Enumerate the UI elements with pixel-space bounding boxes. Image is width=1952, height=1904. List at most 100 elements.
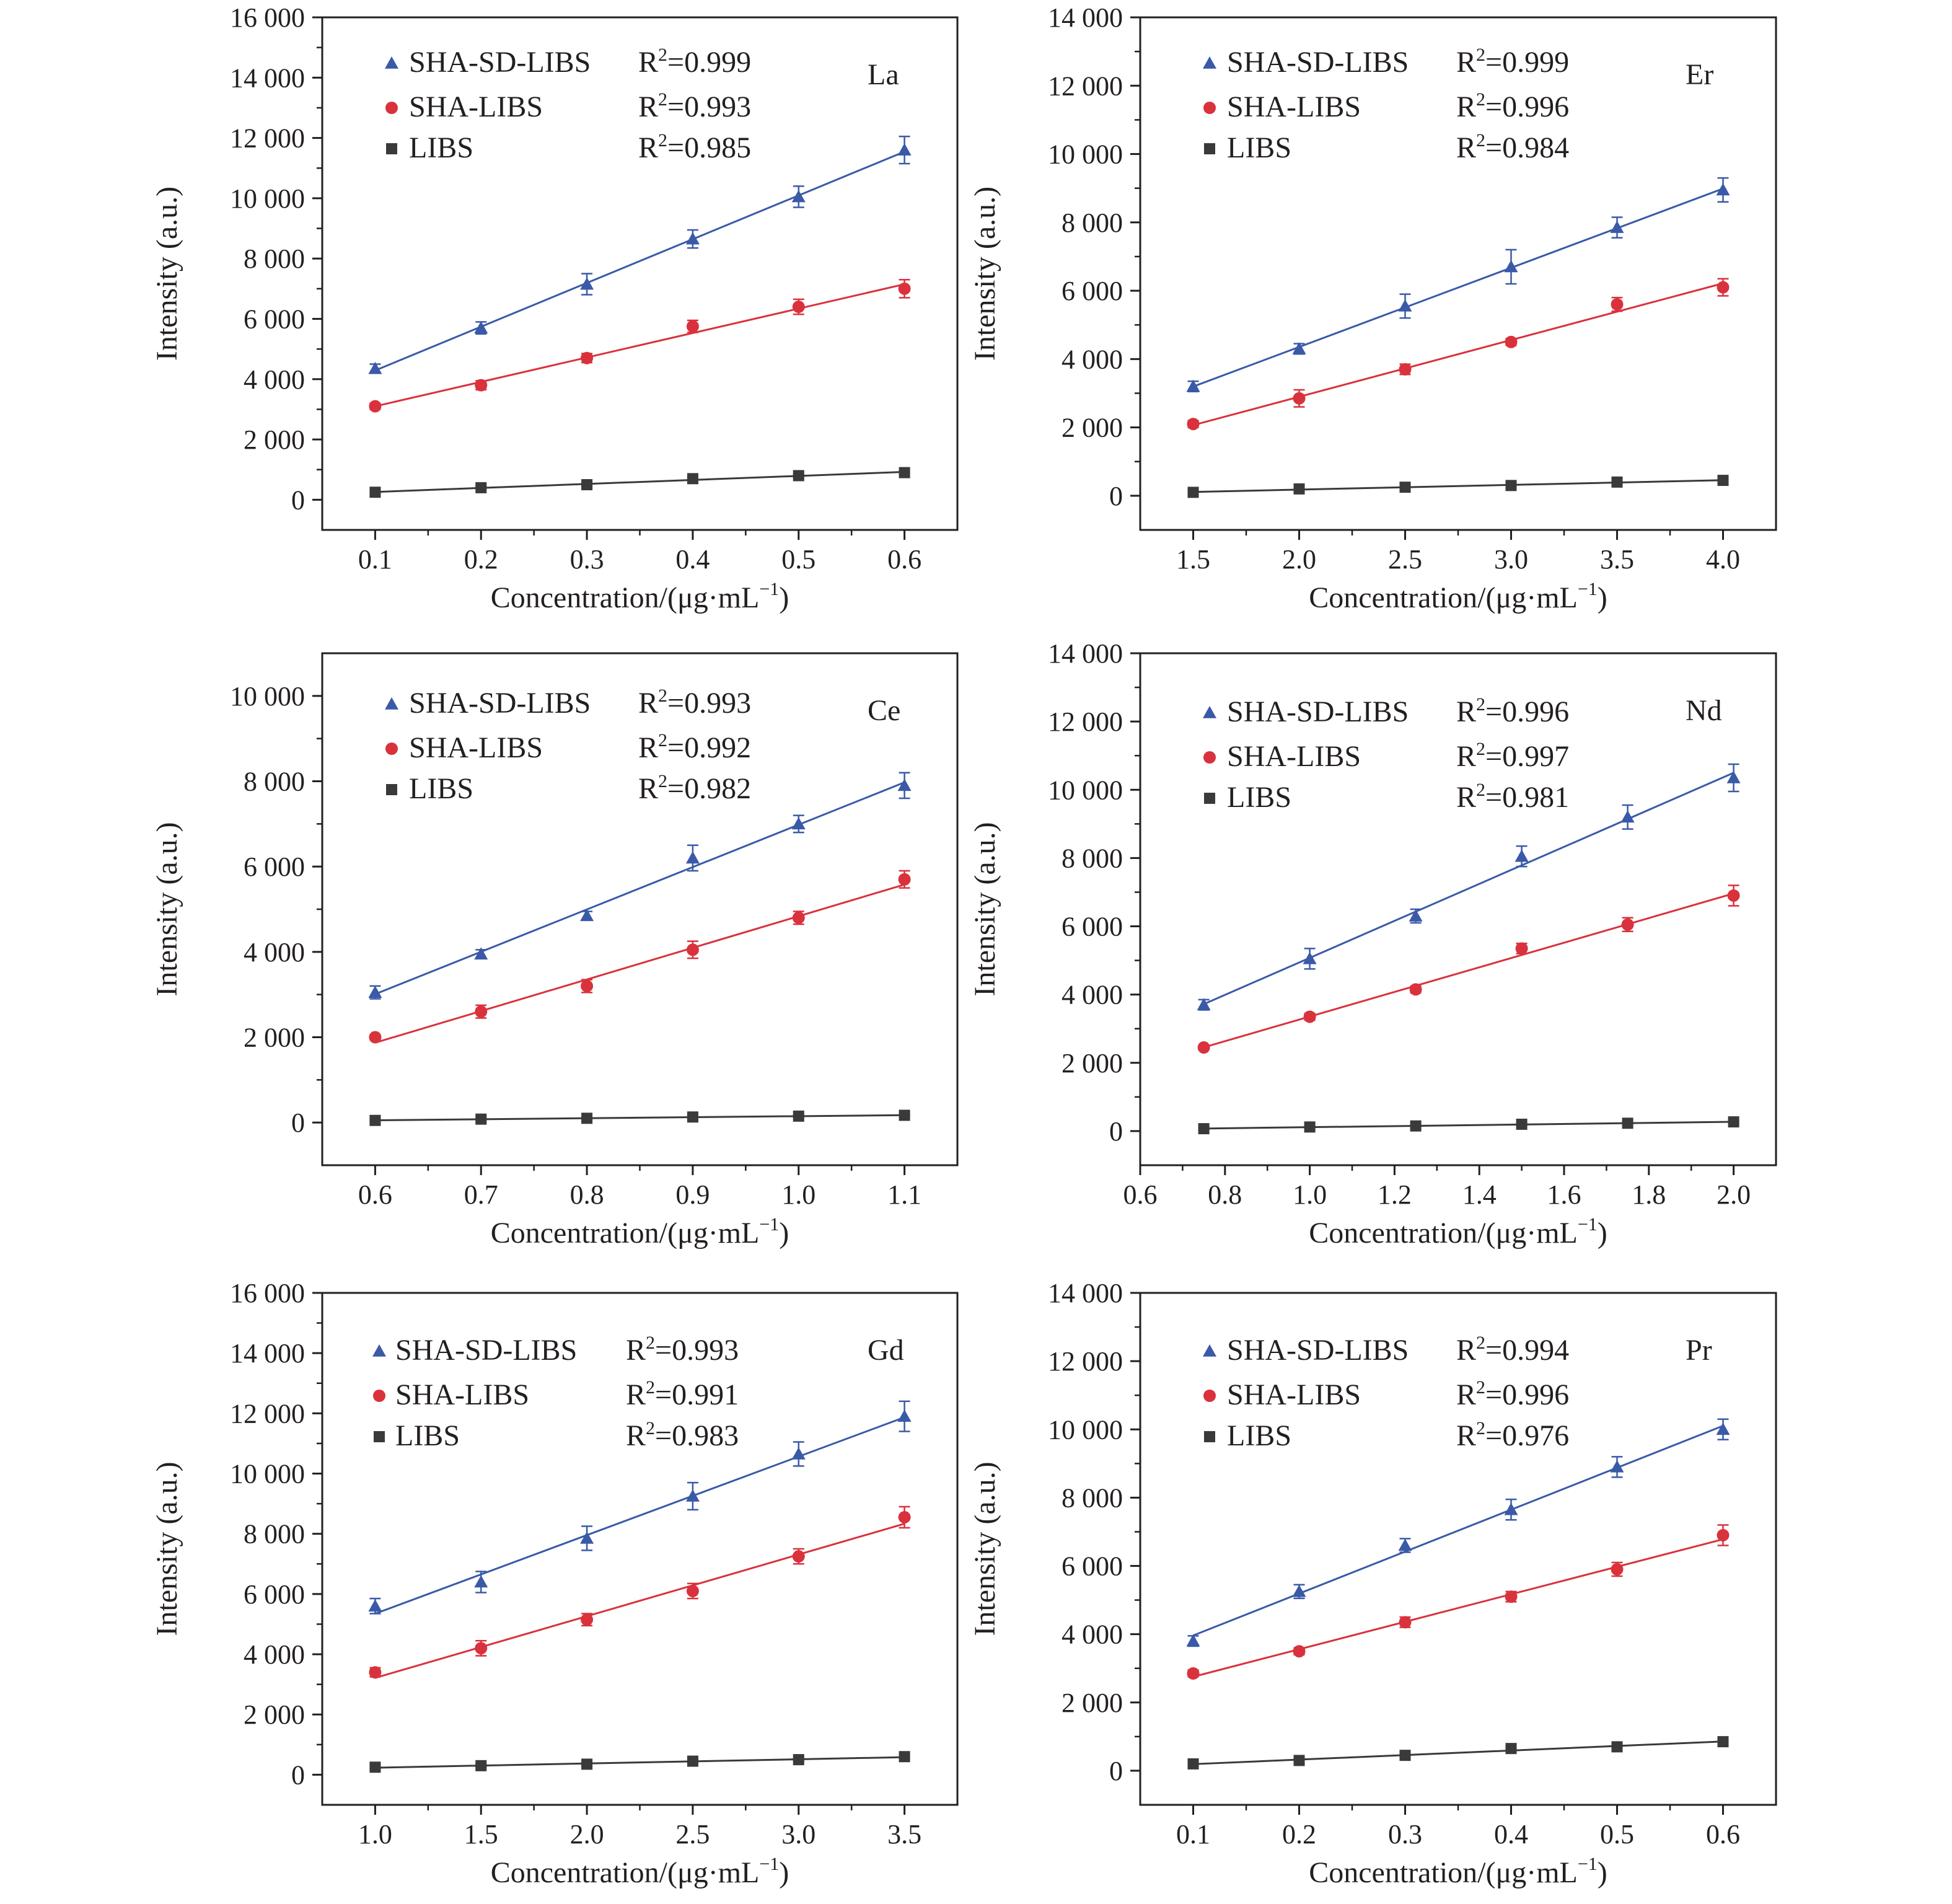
legend-entry: SHA-SD-LIBS (1227, 1334, 1409, 1367)
element-label: Er (1686, 58, 1713, 91)
x-tick-label: 2.0 (570, 1819, 604, 1849)
x-tick-label: 0.7 (464, 1179, 498, 1210)
circle-marker (792, 301, 805, 314)
y-tick-label: 12 000 (1048, 707, 1123, 737)
y-axis-title: Intensity (a.u.) (151, 822, 183, 996)
legend-entry: SHA-LIBS (409, 731, 543, 764)
square-marker (1505, 480, 1517, 491)
r-squared-label: R2=0.996 (1456, 89, 1569, 123)
r-squared-sup: 2 (658, 730, 667, 751)
r-squared-label: R2=0.981 (1456, 780, 1569, 814)
x-tick-label: 0.6 (1706, 1819, 1740, 1849)
x-tick-label: 0.5 (1600, 1819, 1634, 1849)
square-marker (581, 479, 593, 491)
y-tick-label: 6 000 (244, 1579, 305, 1610)
fit-line-2 (1193, 479, 1723, 493)
y-tick-label: 6 000 (244, 852, 305, 882)
triangle-marker (791, 817, 806, 830)
r-squared-r: R (638, 731, 658, 764)
y-tick-label: 10 000 (1048, 775, 1123, 805)
r-squared-label: R2=0.992 (638, 730, 751, 764)
r-squared-r: R (1456, 695, 1476, 728)
r-squared-sup: 2 (646, 1333, 655, 1353)
circle-marker (686, 1585, 699, 1598)
x-axis-title: Concentration/(μg·mL−1) (1309, 1214, 1607, 1250)
x-tick-label: 0.3 (570, 544, 604, 575)
circle-marker (898, 282, 911, 295)
r-squared-value: =0.976 (1485, 1419, 1569, 1452)
square-marker (386, 784, 397, 795)
square-marker (1611, 1741, 1623, 1753)
square-marker (899, 1109, 910, 1121)
r-squared-sup: 2 (1476, 780, 1485, 800)
x-axis-title-sup: −1 (759, 1214, 779, 1235)
circle-marker (1621, 918, 1634, 931)
legend-entry: LIBS (409, 131, 473, 164)
y-tick-label: 8 000 (244, 244, 305, 274)
circle-marker (475, 1642, 488, 1655)
r-squared-value: =0.984 (1485, 131, 1569, 164)
fit-line-0 (374, 1416, 905, 1615)
circle-marker (1505, 1590, 1518, 1603)
plot-frame (1139, 652, 1777, 1166)
r-squared-sup: 2 (646, 1377, 655, 1398)
r-squared-r: R (626, 1378, 646, 1411)
legend-entry: SHA-LIBS (1227, 740, 1361, 773)
r-squared-value: =0.991 (655, 1378, 739, 1411)
y-tick-label: 14 000 (230, 1338, 305, 1368)
x-axis-title-main: Concentration/(μg·mL (491, 1217, 760, 1250)
x-axis-title-sup: −1 (759, 1854, 779, 1874)
y-tick-label: 12 000 (230, 123, 305, 154)
legend-entry: LIBS (395, 1419, 460, 1452)
x-tick-label: 1.8 (1632, 1179, 1666, 1210)
x-axis-title: Concentration/(μg·mL−1) (491, 579, 789, 614)
r-squared-label: R2=0.996 (1456, 1377, 1569, 1411)
circle-marker (792, 911, 805, 924)
fit-line-1 (374, 1522, 905, 1679)
r-squared-sup: 2 (1476, 45, 1485, 65)
y-tick-label: 12 000 (230, 1398, 305, 1429)
legend-entry: SHA-LIBS (395, 1378, 529, 1411)
square-marker (899, 467, 910, 478)
circle-marker (385, 743, 398, 755)
y-tick-label: 12 000 (1048, 1346, 1123, 1377)
r-squared-r: R (626, 1334, 646, 1367)
square-marker (475, 482, 487, 493)
y-tick-label: 8 000 (244, 767, 305, 797)
y-tick-label: 4 000 (1062, 1620, 1123, 1650)
x-tick-label: 2.0 (1717, 1179, 1751, 1210)
r-squared-label: R2=0.976 (1456, 1418, 1569, 1452)
circle-marker (1399, 363, 1412, 376)
x-tick-label: 3.5 (887, 1819, 921, 1849)
r-squared-r: R (1456, 90, 1476, 123)
square-marker (369, 487, 381, 498)
r-squared-value: =0.982 (667, 772, 751, 805)
square-marker (1187, 1758, 1199, 1770)
r-squared-sup: 2 (658, 685, 667, 706)
x-tick-label: 2.5 (1388, 544, 1422, 575)
circle-marker (1399, 1616, 1412, 1629)
x-axis-title: Concentration/(μg·mL−1) (491, 1214, 789, 1250)
square-marker (374, 1431, 385, 1442)
r-squared-sup: 2 (1476, 130, 1485, 151)
x-tick-label: 1.0 (358, 1819, 392, 1849)
fit-line-1 (375, 283, 905, 408)
fit-line-2 (1193, 1740, 1723, 1765)
circle-marker (1187, 418, 1200, 431)
x-axis-title-sup: −1 (1578, 1854, 1598, 1874)
legend-entry: SHA-SD-LIBS (395, 1334, 577, 1367)
fit-line-0 (374, 781, 905, 995)
x-axis-title-tail: ) (779, 1856, 789, 1889)
square-marker (581, 1113, 593, 1124)
y-tick-label: 4 000 (1062, 344, 1123, 374)
y-tick-label: 14 000 (230, 63, 305, 93)
y-tick-label: 8 000 (244, 1519, 305, 1549)
circle-marker (475, 379, 488, 392)
y-tick-label: 6 000 (1062, 276, 1123, 306)
circle-marker (1611, 1563, 1624, 1576)
r-squared-label: R2=0.993 (626, 1333, 739, 1367)
triangle-marker (1610, 221, 1624, 233)
r-squared-value: =0.993 (667, 90, 751, 123)
square-marker (1410, 1120, 1422, 1132)
r-squared-r: R (638, 90, 658, 123)
